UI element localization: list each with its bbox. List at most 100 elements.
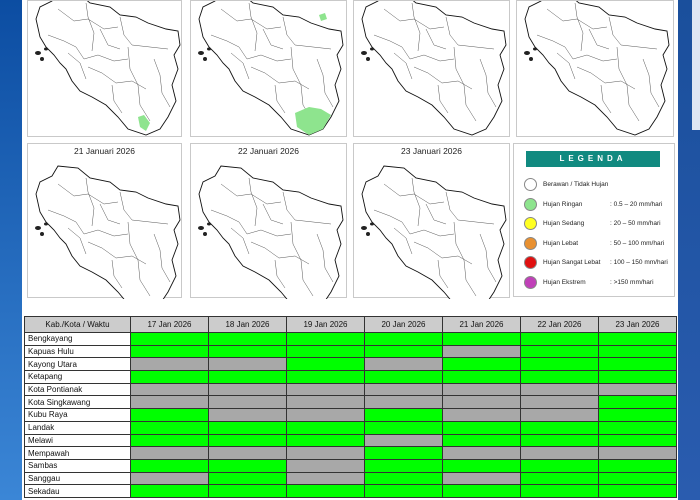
region-name: Mempawah bbox=[24, 446, 131, 460]
district-boundary bbox=[220, 8, 282, 30]
legend-swatch bbox=[524, 256, 537, 269]
rain-cell bbox=[442, 357, 521, 372]
province-outline bbox=[361, 165, 507, 299]
rain-cell bbox=[286, 357, 365, 372]
legend-swatch bbox=[524, 275, 537, 289]
district-boundary bbox=[262, 28, 284, 50]
kalimantan-barat-map bbox=[198, 1, 344, 136]
table-row: Melawi bbox=[24, 433, 677, 448]
island bbox=[370, 222, 374, 226]
left-border bbox=[0, 0, 22, 500]
table-row: Landak bbox=[24, 420, 677, 435]
rain-cell bbox=[598, 395, 677, 410]
no-rain-cell bbox=[130, 446, 209, 460]
rain-cell bbox=[598, 344, 677, 359]
no-rain-cell bbox=[208, 408, 287, 422]
rain-cell bbox=[598, 420, 677, 435]
map-date-label: 21 Januari 2026 bbox=[74, 146, 135, 156]
rain-area bbox=[319, 13, 327, 21]
district-boundary bbox=[588, 28, 610, 50]
district-boundary bbox=[67, 227, 87, 255]
island bbox=[207, 47, 211, 51]
district-boundary bbox=[413, 241, 473, 265]
rain-cell bbox=[598, 357, 677, 372]
no-rain-cell bbox=[598, 446, 677, 460]
district-boundary bbox=[111, 259, 123, 289]
district-boundary bbox=[119, 16, 169, 50]
no-rain-cell bbox=[364, 357, 443, 372]
rain-cell bbox=[364, 332, 443, 346]
district-boundary bbox=[210, 34, 292, 62]
district-boundary bbox=[413, 66, 473, 90]
legend-range: : 20 – 50 mm/hari bbox=[610, 220, 661, 227]
no-rain-cell bbox=[364, 433, 443, 448]
map-panel-2 bbox=[190, 0, 347, 137]
region-name: Landak bbox=[24, 420, 131, 435]
rain-cell bbox=[364, 408, 443, 422]
district-boundary bbox=[99, 28, 121, 50]
district-boundary bbox=[274, 259, 286, 289]
rain-cell bbox=[442, 332, 521, 346]
rain-cell bbox=[520, 458, 599, 473]
kalimantan-barat-map bbox=[35, 165, 181, 299]
table-row: Kubu Raya bbox=[24, 408, 677, 422]
district-boundary bbox=[373, 209, 455, 237]
district-boundary bbox=[127, 46, 151, 122]
legend-item: Hujan Sangat Lebat: 100 – 150 mm/hari bbox=[524, 256, 674, 270]
rain-cell bbox=[208, 420, 287, 435]
district-boundary bbox=[425, 203, 447, 225]
region-name: Kubu Raya bbox=[24, 408, 131, 422]
rain-cell bbox=[208, 433, 287, 448]
district-boundary bbox=[425, 28, 447, 50]
header-date: 21 Jan 2026 bbox=[442, 316, 521, 333]
rain-cell bbox=[598, 332, 677, 346]
rain-cell bbox=[208, 332, 287, 346]
no-rain-cell bbox=[520, 395, 599, 410]
no-rain-cell bbox=[208, 357, 287, 372]
district-boundary bbox=[47, 209, 129, 237]
legend-label: Hujan Ekstrem bbox=[543, 278, 586, 286]
province-outline bbox=[198, 165, 344, 299]
district-boundary bbox=[274, 84, 286, 114]
region-name: Kota Singkawang bbox=[24, 395, 131, 410]
table-row: Kota Singkawang bbox=[24, 395, 677, 410]
region-name: Sambas bbox=[24, 458, 131, 473]
island bbox=[40, 57, 44, 61]
district-boundary bbox=[608, 16, 658, 50]
district-boundary bbox=[576, 66, 636, 90]
no-rain-cell bbox=[130, 471, 209, 486]
district-boundary bbox=[453, 46, 477, 122]
district-boundary bbox=[262, 203, 284, 225]
island bbox=[529, 57, 533, 61]
rain-cell bbox=[286, 332, 365, 346]
district-boundary bbox=[85, 2, 95, 52]
no-rain-cell bbox=[442, 344, 521, 359]
no-rain-cell bbox=[208, 446, 287, 460]
rain-cell bbox=[364, 484, 443, 498]
rain-cell bbox=[598, 408, 677, 422]
rain-cell bbox=[520, 420, 599, 435]
district-boundary bbox=[393, 227, 413, 255]
island bbox=[35, 226, 41, 230]
district-boundary bbox=[437, 84, 449, 114]
island bbox=[203, 232, 207, 236]
region-name: Kapuas Hulu bbox=[24, 344, 131, 359]
map-date-label: 22 Januari 2026 bbox=[238, 146, 299, 156]
map-panel-1 bbox=[27, 0, 182, 137]
table-row: Kapuas Hulu bbox=[24, 344, 677, 359]
region-name: Sekadau bbox=[24, 484, 131, 498]
no-rain-cell bbox=[364, 382, 443, 397]
island bbox=[35, 51, 41, 55]
legend-label: Hujan Sangat Lebat bbox=[543, 259, 601, 266]
district-boundary bbox=[85, 177, 95, 227]
district-boundary bbox=[57, 183, 119, 205]
district-boundary bbox=[87, 66, 147, 90]
district-boundary bbox=[67, 52, 87, 80]
header-date: 23 Jan 2026 bbox=[598, 316, 677, 333]
district-boundary bbox=[210, 209, 292, 237]
district-boundary bbox=[445, 16, 495, 50]
district-boundary bbox=[536, 34, 618, 62]
rain-cell bbox=[598, 458, 677, 473]
district-boundary bbox=[383, 8, 445, 30]
map-panel-4 bbox=[516, 0, 674, 137]
